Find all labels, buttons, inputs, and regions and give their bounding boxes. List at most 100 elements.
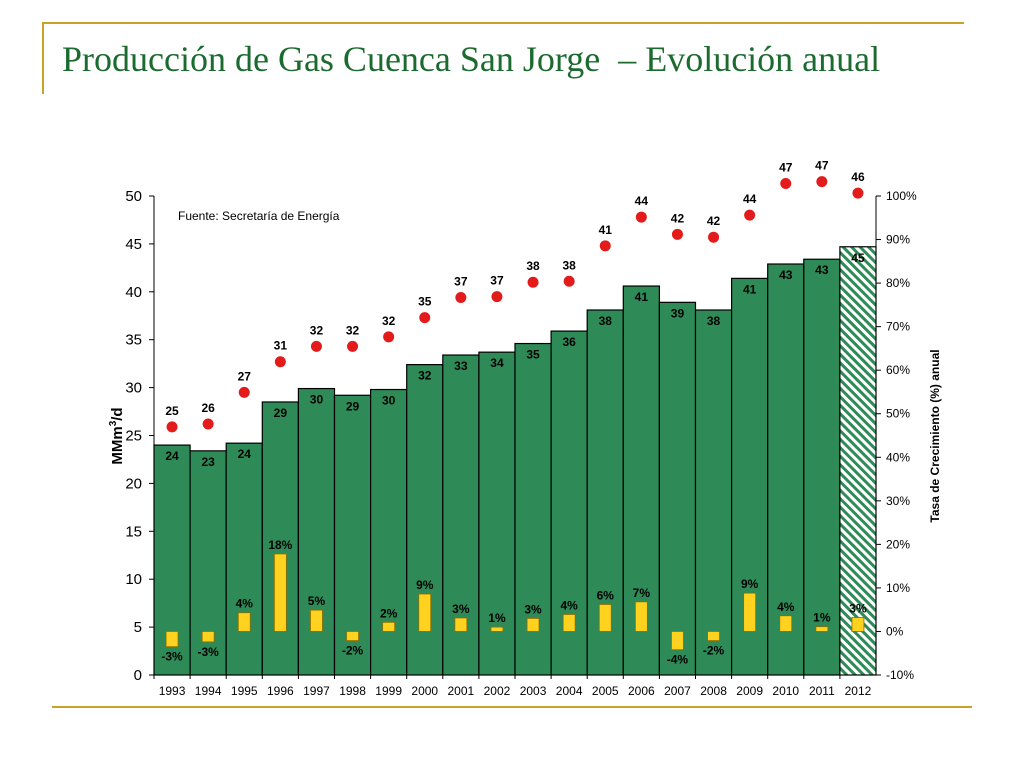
x-tick-label: 2011 [809, 684, 835, 698]
production-bar-label: 33 [454, 359, 468, 373]
production-bar-label: 23 [201, 455, 215, 469]
y-left-tick-label: 15 [125, 523, 142, 540]
growth-bar [562, 614, 576, 632]
growth-bar-label: 9% [416, 578, 434, 592]
growth-bar [490, 626, 504, 632]
production-bar-label: 30 [310, 393, 324, 407]
growth-bar [707, 631, 720, 641]
red-point [383, 331, 395, 343]
production-bar [839, 246, 877, 676]
title-frame-top-line [42, 22, 964, 24]
red-point-label: 47 [815, 159, 829, 173]
production-bar-label: 29 [346, 399, 360, 413]
red-point-label: 42 [707, 214, 721, 228]
x-tick-label: 1993 [159, 684, 186, 698]
red-point-label: 38 [526, 259, 540, 273]
growth-bar-label: 1% [813, 611, 831, 625]
growth-bar-label: 3% [452, 602, 470, 616]
growth-bar-label: -3% [161, 650, 183, 664]
growth-bar [454, 617, 468, 632]
red-point-label: 35 [418, 295, 432, 309]
production-bar-label: 38 [599, 314, 613, 328]
red-point [635, 211, 647, 223]
red-point [599, 240, 611, 252]
source-note: Fuente: Secretaría de Energía [178, 209, 340, 223]
red-point-label: 46 [851, 170, 865, 184]
growth-bar [165, 631, 179, 648]
x-tick-label: 2004 [556, 684, 583, 698]
production-bar [370, 388, 408, 676]
x-tick-label: 2012 [845, 684, 872, 698]
y-axis-left-label-prefix: MMm [109, 426, 126, 464]
red-point-label: 37 [490, 274, 504, 288]
production-bar-label: 43 [779, 268, 793, 282]
growth-bar-label: 5% [308, 594, 326, 608]
growth-bar [815, 626, 829, 632]
red-point-label: 47 [779, 161, 793, 175]
x-tick-label: 1999 [375, 684, 402, 698]
growth-bar-label: 6% [597, 588, 615, 602]
y-right-tick-label: 50% [886, 407, 910, 421]
production-bar-label: 45 [851, 251, 865, 265]
y-left-tick-label: 5 [134, 619, 142, 636]
production-bar-label: 32 [418, 369, 432, 383]
growth-bar-label: 18% [268, 538, 292, 552]
growth-bar-label: 4% [560, 598, 578, 612]
red-point [744, 209, 756, 221]
red-point [310, 340, 322, 352]
red-point [166, 421, 178, 433]
y-left-tick-label: 0 [134, 667, 142, 684]
growth-bar-label: 2% [380, 606, 398, 620]
production-bar-label: 38 [707, 314, 721, 328]
red-point-label: 25 [165, 404, 179, 418]
growth-bar [237, 612, 251, 632]
growth-bar-label: 3% [849, 602, 867, 616]
x-tick-label: 2003 [520, 684, 547, 698]
growth-bar [201, 631, 215, 643]
production-bar [694, 309, 733, 676]
production-bar-label: 29 [274, 406, 288, 420]
y-axis-left-label: MMm3/d [108, 407, 126, 464]
x-tick-label: 2009 [736, 684, 763, 698]
growth-bar [851, 617, 865, 632]
growth-bar [310, 609, 323, 632]
x-tick-label: 1996 [267, 684, 294, 698]
production-bar [297, 387, 336, 676]
red-point-label: 44 [743, 192, 757, 206]
red-point [202, 418, 214, 430]
production-bar-label: 41 [635, 290, 649, 304]
growth-bar-label: 4% [777, 600, 795, 614]
red-point-label: 42 [671, 211, 685, 225]
growth-bar [598, 604, 612, 632]
y-right-tick-label: 90% [886, 233, 910, 247]
red-point [780, 178, 792, 190]
production-bar-label: 34 [490, 356, 504, 370]
x-tick-label: 2002 [484, 684, 511, 698]
red-point-label: 31 [274, 339, 288, 353]
x-tick-label: 2007 [664, 684, 691, 698]
y-left-tick-label: 30 [125, 380, 142, 397]
red-point [816, 176, 828, 188]
y-axis-left-label-sup: 3 [108, 420, 119, 426]
red-point [455, 292, 467, 304]
red-point [491, 291, 503, 303]
y-left-tick-label: 45 [125, 236, 142, 253]
y-right-tick-label: 40% [886, 450, 910, 464]
x-tick-label: 1997 [303, 684, 330, 698]
growth-bar-label: -2% [703, 644, 725, 658]
y-left-tick-label: 10 [125, 571, 142, 588]
red-point [347, 340, 359, 352]
production-bar [622, 285, 660, 676]
growth-bar [634, 601, 648, 632]
growth-bar [779, 615, 793, 632]
red-point [708, 231, 720, 243]
growth-bar-label: 7% [633, 586, 651, 600]
growth-bar-label: -2% [342, 644, 364, 658]
x-tick-label: 1994 [195, 684, 222, 698]
title-frame-left-line [42, 22, 44, 94]
red-point-label: 37 [454, 275, 468, 289]
y-right-tick-label: 20% [886, 537, 910, 551]
x-tick-label: 2005 [592, 684, 619, 698]
production-bar [478, 351, 516, 676]
